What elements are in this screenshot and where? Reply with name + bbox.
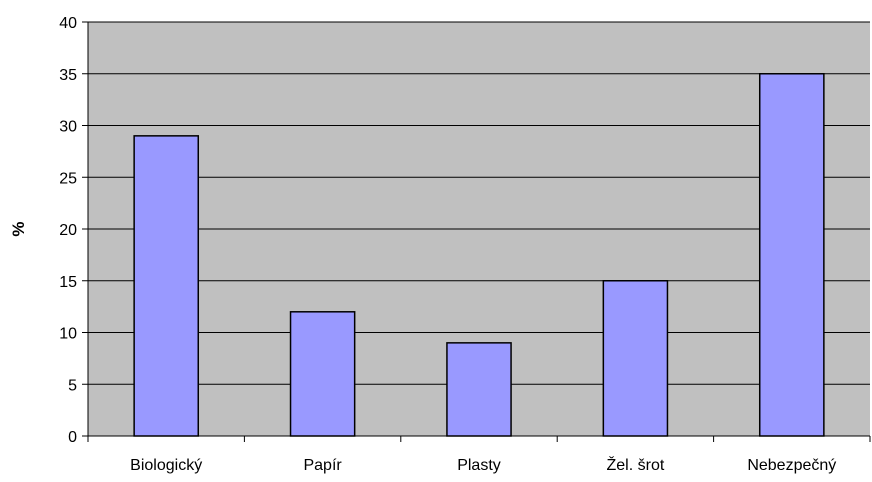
y-tick-label: 35: [59, 67, 77, 84]
bar: [758, 73, 825, 437]
y-tick-label: 0: [68, 429, 77, 446]
y-tick-label: 40: [59, 15, 77, 32]
y-tick-label: 5: [68, 377, 77, 394]
y-tick-label: 25: [59, 170, 77, 187]
y-tick-label: 10: [59, 326, 77, 343]
gridlines: [88, 21, 870, 385]
y-tick-label: 20: [59, 222, 77, 239]
bars: [133, 73, 825, 437]
x-tick-label: Žel. šrot: [607, 455, 665, 474]
x-tick-label: Papír: [303, 457, 342, 474]
bar: [602, 280, 669, 437]
bar: [446, 342, 512, 437]
x-tick-label: Biologický: [130, 457, 202, 474]
y-axis-title: %: [9, 221, 28, 236]
x-axis-ticks: Biologický Papír Plasty Žel. šrot Nebezpečný: [87, 436, 871, 474]
y-axis-ticks: 0 5 10 15 20 25 30 35 40: [59, 15, 88, 446]
x-tick-label: Nebezpečný: [747, 457, 836, 474]
y-tick-label: 15: [59, 274, 77, 291]
y-tick-label: 30: [59, 119, 77, 136]
bar: [133, 135, 200, 437]
x-tick-label: Plasty: [457, 457, 501, 474]
bar: [289, 311, 356, 437]
